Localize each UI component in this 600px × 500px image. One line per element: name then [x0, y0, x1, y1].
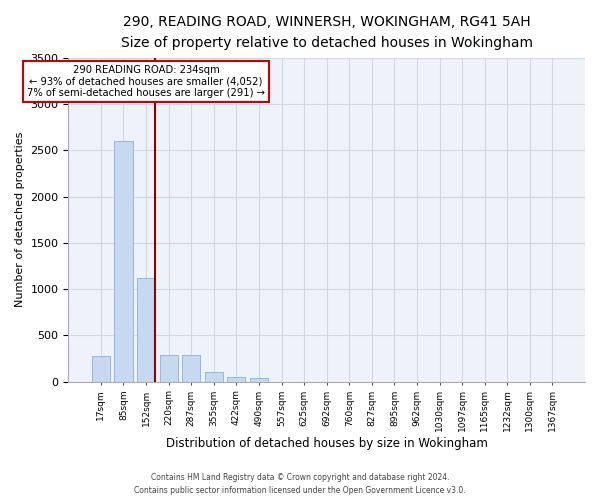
- Y-axis label: Number of detached properties: Number of detached properties: [15, 132, 25, 308]
- Bar: [205, 372, 223, 382]
- Bar: [227, 376, 245, 382]
- Bar: [250, 378, 268, 382]
- X-axis label: Distribution of detached houses by size in Wokingham: Distribution of detached houses by size …: [166, 437, 488, 450]
- Text: Contains HM Land Registry data © Crown copyright and database right 2024.
Contai: Contains HM Land Registry data © Crown c…: [134, 474, 466, 495]
- Bar: [160, 356, 178, 382]
- Bar: [137, 278, 155, 382]
- Bar: [115, 141, 133, 382]
- Text: 290 READING ROAD: 234sqm
← 93% of detached houses are smaller (4,052)
7% of semi: 290 READING ROAD: 234sqm ← 93% of detach…: [27, 65, 265, 98]
- Title: 290, READING ROAD, WINNERSH, WOKINGHAM, RG41 5AH
Size of property relative to de: 290, READING ROAD, WINNERSH, WOKINGHAM, …: [121, 15, 533, 50]
- Bar: [92, 356, 110, 382]
- Bar: [182, 356, 200, 382]
